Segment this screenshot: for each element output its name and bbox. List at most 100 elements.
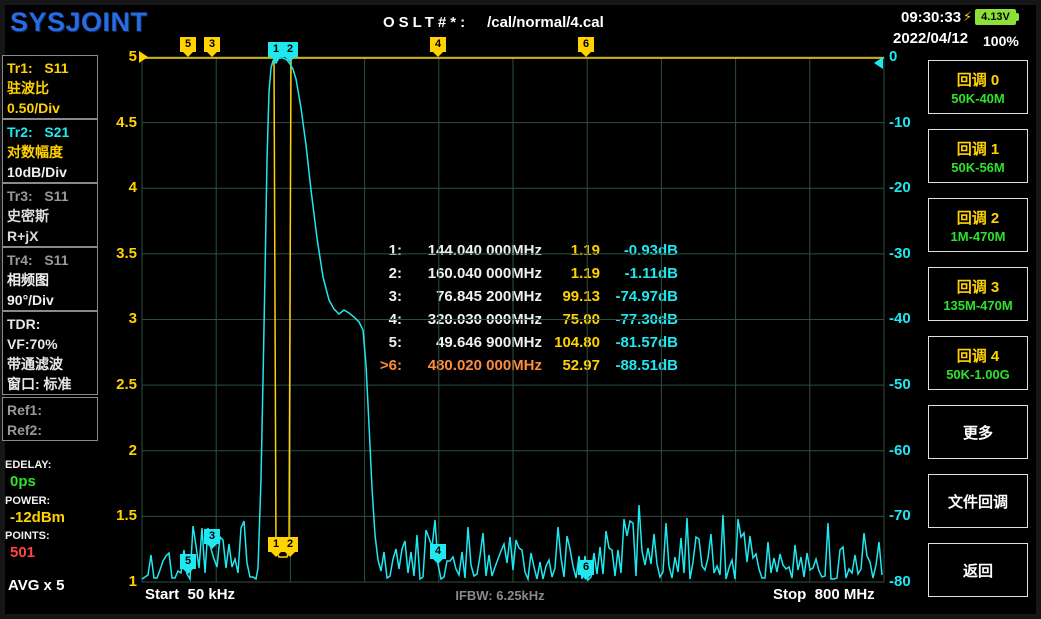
marker-number: >6: [379, 357, 402, 374]
trace4-id: Tr4: S11 [7, 252, 69, 268]
power-label: POWER: [5, 495, 51, 507]
marker-number: 5: [388, 334, 402, 351]
ref-level-marker-swr[interactable] [139, 51, 148, 63]
left-axis-label: 2.5 [116, 376, 137, 393]
right-axis-label: -30 [889, 245, 911, 262]
trace4-scale: 90°/Div [7, 292, 54, 308]
trace3-id: Tr3: S11 [7, 188, 69, 204]
button-label: 回调 4 [956, 347, 1000, 365]
edelay-label: EDELAY: [5, 459, 52, 471]
sweep-start-label[interactable]: Start 50 kHz [145, 586, 236, 603]
trace4-config[interactable]: Tr4: S11 相频图 90°/Div [2, 247, 98, 311]
ref1-label: Ref1: [7, 402, 43, 418]
marker-flag-top-1[interactable]: 1 [268, 42, 284, 62]
trace1-scale: 0.50/Div [7, 100, 60, 116]
calibration-status: OSLT#*: /cal/normal/4.cal [383, 14, 604, 31]
right-axis-label: -10 [889, 114, 911, 131]
marker-flag-trace-3[interactable]: 3 [204, 529, 220, 549]
left-axis-label: 3 [128, 310, 137, 327]
brand-logo: SYSJOINT [10, 7, 148, 37]
recall-2-button[interactable]: 回调 2 1M-470M [928, 198, 1028, 252]
trace2-config[interactable]: Tr2: S21 对数幅度 10dB/Div [2, 119, 98, 183]
marker-db-value: -1.11dB [624, 265, 678, 282]
battery-voltage-badge: 4.13V [975, 9, 1019, 25]
marker-flag-trace-2[interactable]: 2 [282, 537, 298, 557]
trace3-format: 史密斯 [7, 208, 49, 224]
cal-file-path: /cal/normal/4.cal [487, 14, 604, 31]
marker-swr-value: 99.13 [562, 288, 600, 305]
marker-swr-value: 1.19 [570, 265, 600, 282]
marker-row: 3: 76.845 200MHz 99.13 -74.97dB [372, 285, 678, 308]
left-axis-label: 4.5 [116, 114, 137, 131]
points-value[interactable]: 501 [10, 544, 36, 561]
button-range: 1M-470M [950, 228, 1006, 244]
swr-trace [142, 57, 884, 558]
recall-1-button[interactable]: 回调 1 50K-56M [928, 129, 1028, 183]
right-axis-label: -70 [889, 507, 911, 524]
marker-flag-trace-4[interactable]: 4 [430, 544, 446, 564]
marker-flag-top-5[interactable]: 5 [180, 37, 196, 57]
trace1-id: Tr1: S11 [7, 60, 69, 76]
marker-number: 3: [388, 288, 402, 305]
tdr-label: TDR: [7, 316, 41, 332]
marker-swr-value: 1.19 [570, 242, 600, 259]
trace3-config[interactable]: Tr3: S11 史密斯 R+jX [2, 183, 98, 247]
marker-flag-top-4[interactable]: 4 [430, 37, 446, 57]
recall-4-button[interactable]: 回调 4 50K-1.00G [928, 336, 1028, 390]
right-axis-label: -80 [889, 573, 911, 590]
trace4-format: 相频图 [7, 272, 49, 288]
averaging-indicator: AVG x 5 [8, 577, 65, 594]
battery-percent: 100% [983, 33, 1019, 49]
sweep-stop-label[interactable]: Stop 800 MHz [773, 586, 875, 603]
marker-frequency: 76.845 200MHz [436, 288, 542, 305]
ref-level-marker-s21[interactable] [874, 57, 883, 69]
trace2-scale: 10dB/Div [7, 164, 67, 180]
marker-db-value: -88.51dB [615, 357, 678, 374]
tdr-window: 窗口: 标准 [7, 376, 72, 392]
back-button[interactable]: 返回 [928, 543, 1028, 597]
clock-time: 09:30:33 [901, 9, 962, 26]
button-label: 回调 0 [956, 71, 1000, 89]
right-axis-label: -50 [889, 376, 911, 393]
marker-number: 2: [388, 265, 402, 282]
marker-swr-value: 52.97 [562, 357, 600, 374]
marker-flag-top-2[interactable]: 2 [282, 42, 298, 62]
ref2-label: Ref2: [7, 422, 43, 438]
points-label: POINTS: [5, 530, 50, 542]
more-button[interactable]: 更多 [928, 405, 1028, 459]
recall-3-button[interactable]: 回调 3 135M-470M [928, 267, 1028, 321]
s21-trace [141, 57, 883, 582]
left-axis-label: 1.5 [116, 507, 137, 524]
recall-0-button[interactable]: 回调 0 50K-40M [928, 60, 1028, 114]
marker-db-value: -0.93dB [623, 242, 678, 259]
clock-date: 2022/04/12 [893, 30, 969, 47]
marker-db-value: -81.57dB [615, 334, 678, 351]
left-axis-label: 3.5 [116, 245, 137, 262]
trace1-config[interactable]: Tr1: S11 驻波比 0.50/Div [2, 55, 98, 119]
button-range: 50K-40M [951, 90, 1005, 106]
file-recall-button[interactable]: 文件回调 [928, 474, 1028, 528]
cal-status-flags: OSLT#*: [383, 14, 470, 31]
marker-flag-trace-6[interactable]: 6 [578, 560, 594, 580]
marker-row: 2: 160.040 000MHz 1.19 -1.11dB [372, 262, 678, 285]
marker-flag-trace-5[interactable]: 5 [180, 554, 196, 574]
power-value[interactable]: -12dBm [10, 509, 66, 526]
edelay-value[interactable]: 0ps [10, 473, 36, 490]
marker-flag-trace-1[interactable]: 1 [268, 537, 284, 557]
marker-swr-value: 104.80 [554, 334, 600, 351]
right-axis-label: -40 [889, 310, 911, 327]
button-label: 文件回调 [947, 493, 1008, 511]
tdr-config[interactable]: TDR: VF:70% 带通滤波 窗口: 标准 [2, 311, 98, 395]
ref-traces[interactable]: Ref1: Ref2: [2, 397, 98, 441]
button-label: 回调 2 [956, 209, 1000, 227]
right-axis-label: -20 [889, 179, 911, 196]
button-label: 回调 3 [956, 278, 1000, 296]
left-axis-label: 4 [128, 179, 137, 196]
trace2-format: 对数幅度 [7, 144, 63, 160]
marker-flag-top-6[interactable]: 6 [578, 37, 594, 57]
button-range: 50K-1.00G [946, 366, 1010, 382]
tdr-filter-mode: 带通滤波 [7, 356, 63, 372]
marker-flag-top-3[interactable]: 3 [204, 37, 220, 57]
button-label: 返回 [962, 562, 993, 580]
